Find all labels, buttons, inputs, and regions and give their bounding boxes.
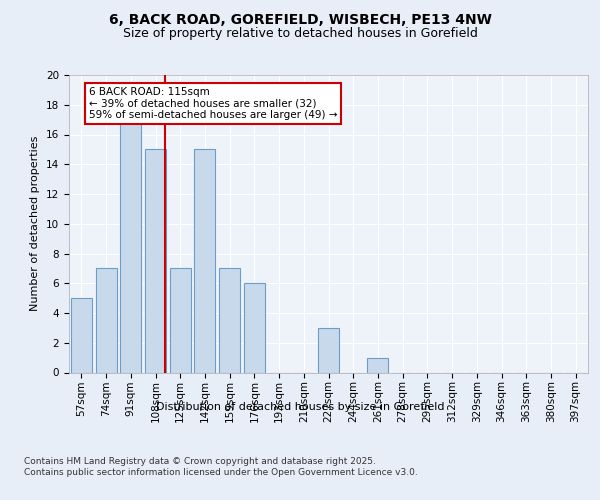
Bar — [194, 150, 215, 372]
Bar — [219, 268, 240, 372]
Y-axis label: Number of detached properties: Number of detached properties — [31, 136, 40, 312]
Bar — [367, 358, 388, 372]
Text: Size of property relative to detached houses in Gorefield: Size of property relative to detached ho… — [122, 28, 478, 40]
Bar — [145, 150, 166, 372]
Bar — [120, 120, 141, 372]
Text: 6, BACK ROAD, GOREFIELD, WISBECH, PE13 4NW: 6, BACK ROAD, GOREFIELD, WISBECH, PE13 4… — [109, 12, 491, 26]
Bar — [318, 328, 339, 372]
Text: 6 BACK ROAD: 115sqm
← 39% of detached houses are smaller (32)
59% of semi-detach: 6 BACK ROAD: 115sqm ← 39% of detached ho… — [89, 87, 337, 120]
Bar — [71, 298, 92, 372]
Bar — [95, 268, 116, 372]
Bar — [244, 283, 265, 372]
Text: Distribution of detached houses by size in Gorefield: Distribution of detached houses by size … — [156, 402, 444, 412]
Bar — [170, 268, 191, 372]
Text: Contains HM Land Registry data © Crown copyright and database right 2025.
Contai: Contains HM Land Registry data © Crown c… — [24, 458, 418, 477]
